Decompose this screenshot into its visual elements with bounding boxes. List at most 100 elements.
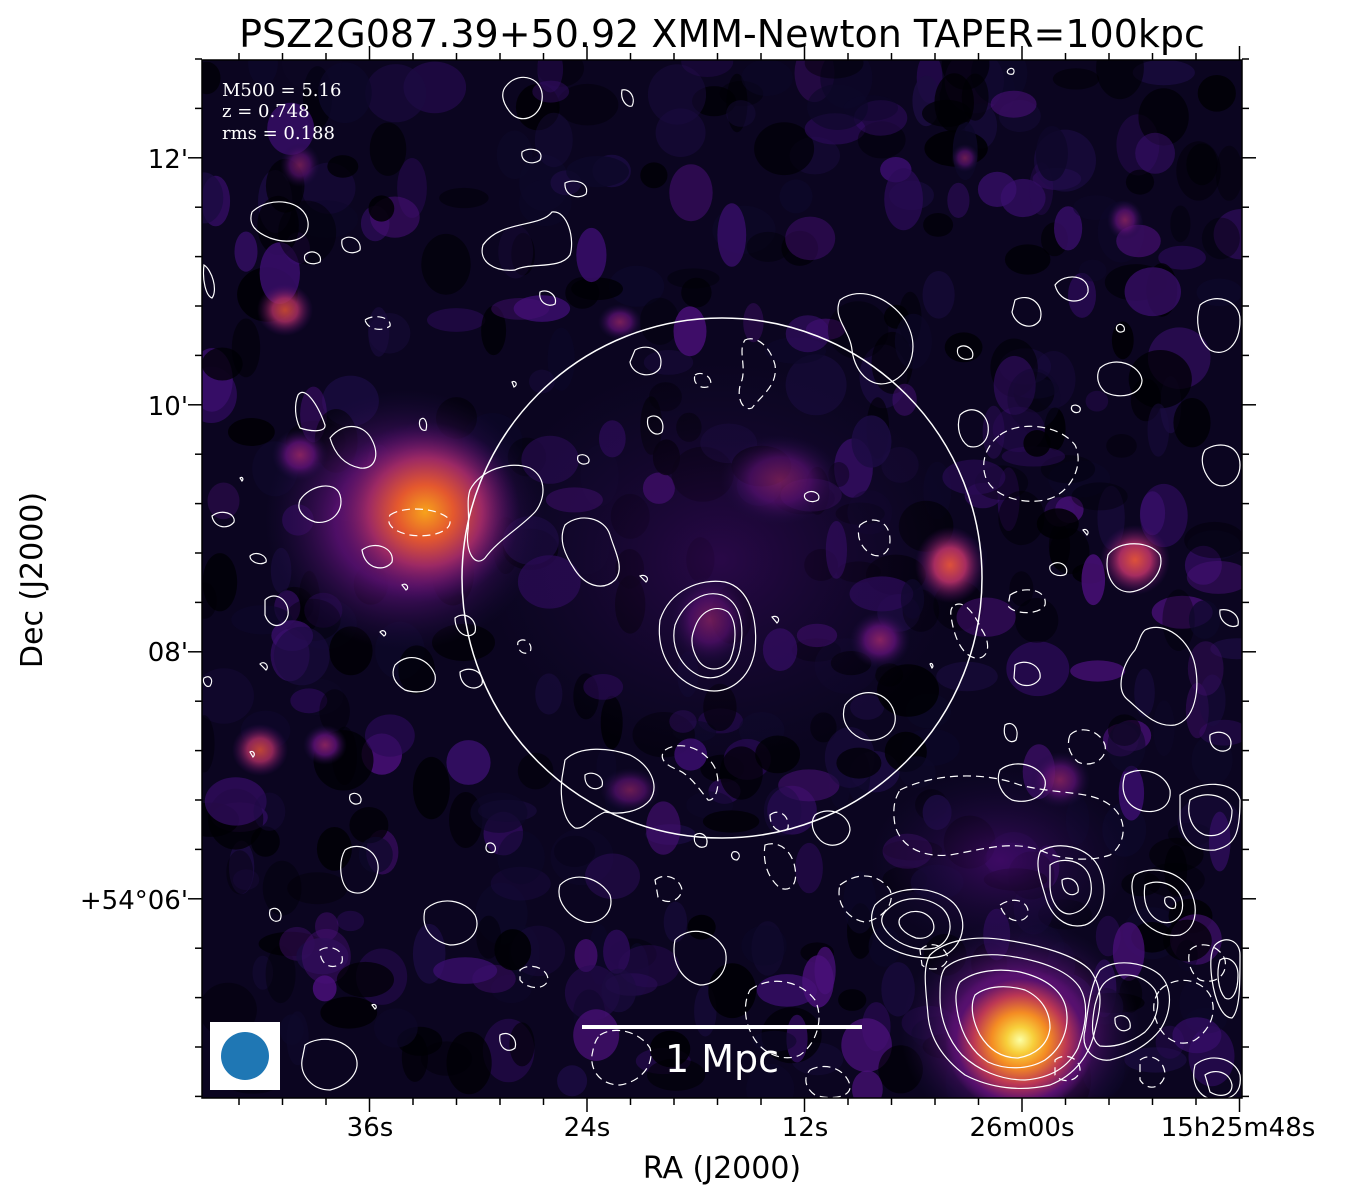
noise-patch — [1134, 668, 1155, 717]
noise-patch — [316, 827, 352, 871]
noise-patch — [228, 418, 275, 446]
noise-patch — [726, 73, 748, 133]
noise-patch — [998, 490, 1045, 546]
noise-patch — [1172, 1017, 1222, 1054]
noise-patch — [681, 60, 734, 77]
noise-patch — [756, 974, 818, 1007]
noise-patch — [941, 60, 990, 90]
radio-contours — [202, 67, 1241, 1098]
noise-patch — [640, 162, 668, 189]
noise-patch — [494, 929, 532, 971]
noise-patch — [982, 405, 1005, 459]
noise-patch — [365, 64, 427, 123]
noise-patch — [1052, 68, 1100, 90]
noise-patch — [717, 203, 747, 267]
noise-patch — [228, 840, 255, 894]
noise-patch — [763, 786, 802, 836]
noise-patch — [573, 1009, 620, 1061]
noise-patch — [315, 912, 339, 941]
noise-patch — [498, 224, 534, 279]
noise-patch — [365, 714, 415, 757]
noise-patch — [922, 271, 955, 319]
noise-patch — [1001, 426, 1030, 453]
noise-patch — [852, 1070, 883, 1098]
noise-patch — [1112, 922, 1145, 981]
noise-patch — [814, 946, 836, 995]
y-tick-label: 12' — [148, 145, 188, 175]
noise-patch — [894, 313, 933, 369]
y-tick-label: +54°06' — [80, 886, 188, 916]
figure-title: PSZ2G087.39+50.92 XMM-Newton TAPER=100kp… — [239, 12, 1205, 56]
noise-patch — [754, 122, 815, 176]
noise-patch — [1164, 845, 1188, 896]
noise-patch — [936, 661, 998, 692]
noise-patch — [857, 121, 906, 159]
noise-patch — [1186, 560, 1242, 594]
noise-patch — [673, 306, 707, 357]
x-tick-labels: 36s 24s 12s 26m00s 15h25m48s — [347, 1113, 1316, 1143]
noise-patch — [412, 756, 450, 820]
noise-patch — [547, 327, 575, 391]
noise-patch — [1001, 446, 1066, 467]
axis-ticks — [188, 46, 1256, 1112]
noise-patch — [1124, 267, 1182, 317]
noise-patch — [556, 83, 619, 126]
noise-patch — [226, 850, 254, 895]
noise-patch — [1186, 143, 1218, 186]
noise-patch — [517, 752, 554, 790]
noise-patch — [993, 355, 1036, 415]
mass-label: M500 = 5.16 — [222, 80, 341, 101]
noise-patch — [1096, 60, 1144, 100]
noise-patch — [655, 108, 706, 157]
noise-patch — [1014, 598, 1059, 643]
noise-patch — [646, 1058, 706, 1091]
rms-label: rms = 0.188 — [222, 123, 335, 144]
noise-patch — [421, 233, 471, 295]
noise-patch — [779, 179, 813, 214]
noise-patch — [248, 60, 278, 86]
noise-patch — [741, 925, 787, 966]
plot-frame — [201, 59, 1243, 1099]
x-tick-label: 12s — [782, 1113, 829, 1143]
y-tick-labels: 12' 10' 08' +54°06' — [80, 145, 188, 916]
noise-patch — [358, 836, 393, 873]
noise-patch — [232, 869, 260, 890]
noise-patch — [207, 482, 240, 520]
redshift-label: z = 0.748 — [222, 101, 310, 122]
x-tick-label: 24s — [564, 1113, 611, 1143]
noise-patch — [286, 1011, 309, 1066]
noise-patch — [1196, 278, 1242, 307]
noise-patch — [944, 332, 983, 363]
noise-patch — [647, 64, 707, 125]
noise-patch — [942, 459, 1006, 495]
noise-patch — [692, 86, 736, 117]
noise-patch — [1213, 209, 1242, 260]
noise-patch — [781, 230, 819, 266]
noise-patch — [618, 945, 680, 988]
noise-patch — [1184, 521, 1242, 559]
noise-patch — [923, 213, 954, 237]
noise-patch — [368, 307, 390, 357]
noise-patch — [1048, 460, 1111, 498]
noise-patch — [1176, 141, 1221, 201]
noise-patch — [1068, 272, 1096, 318]
noise-patch — [1035, 126, 1068, 181]
noise-patch — [318, 62, 372, 124]
noise-patch — [278, 200, 337, 265]
noise-patch — [519, 154, 569, 211]
noise-patch — [1106, 434, 1137, 458]
noise-patch — [267, 102, 315, 155]
noise-patch — [1023, 430, 1051, 457]
noise-patch — [439, 187, 489, 209]
noise-patch — [669, 164, 713, 222]
noise-patch — [841, 1018, 892, 1073]
noise-patch — [956, 597, 1016, 637]
scale-bar-label: 1 Mpc — [665, 1037, 779, 1081]
noise-patch — [550, 828, 614, 886]
noise-patch — [1147, 403, 1170, 457]
noise-patch — [349, 807, 389, 844]
noise-patch — [490, 866, 551, 901]
noise-patch — [1163, 919, 1212, 962]
noise-patch — [608, 265, 665, 307]
noise-patch — [868, 926, 901, 967]
